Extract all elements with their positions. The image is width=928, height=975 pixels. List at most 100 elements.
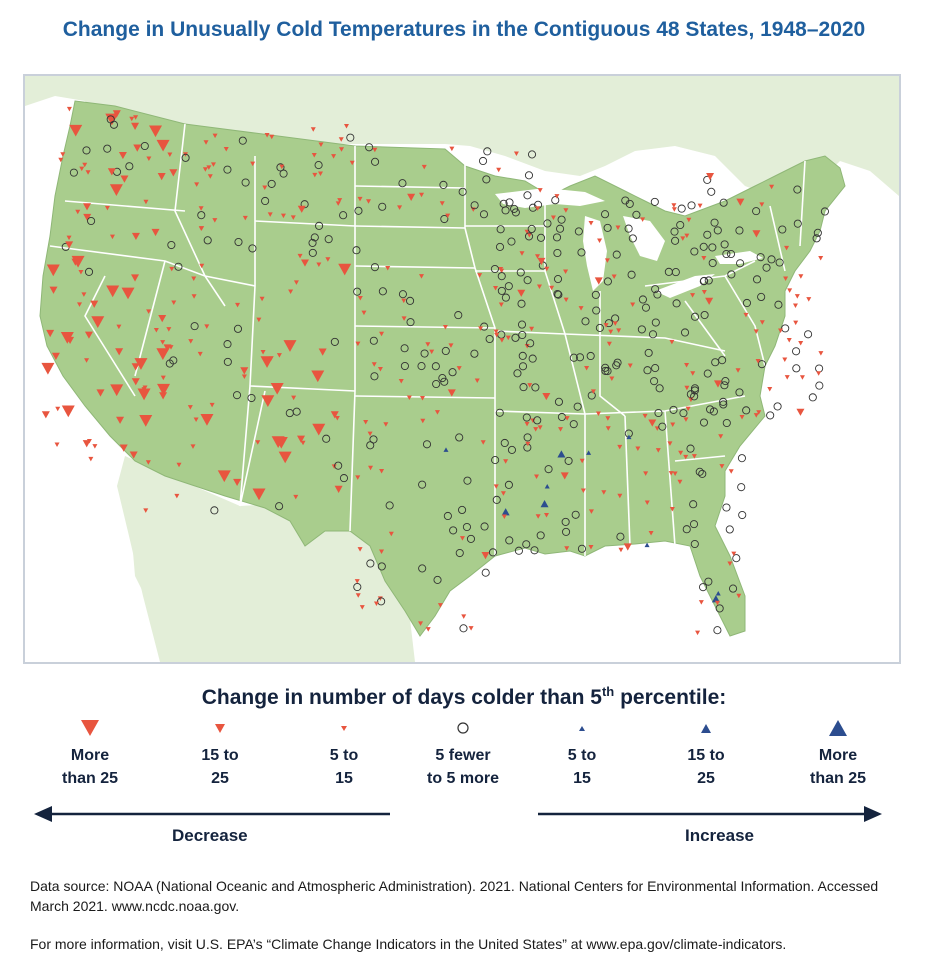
decrease-marker: [81, 292, 87, 297]
no-change-marker: [443, 511, 452, 521]
decrease-marker: [176, 462, 182, 468]
decrease-marker: [498, 302, 504, 308]
decrease-marker: [684, 362, 690, 368]
decrease-marker: [157, 383, 171, 396]
decrease-marker: [240, 367, 249, 375]
decrease-marker: [611, 274, 617, 279]
no-change-marker: [522, 540, 531, 549]
decrease-marker: [606, 341, 612, 347]
no-change-marker: [69, 168, 78, 177]
decrease-marker: [418, 274, 424, 279]
decrease-marker: [312, 423, 326, 436]
no-change-marker: [300, 200, 309, 209]
no-change-marker: [530, 546, 539, 555]
no-change-marker: [491, 456, 500, 465]
decrease-marker: [449, 146, 455, 152]
no-change-marker: [441, 346, 450, 356]
decrease-marker: [41, 362, 55, 375]
decrease-marker: [524, 421, 530, 427]
increase-marker: [626, 434, 632, 440]
decrease-marker: [109, 184, 123, 196]
decrease-marker: [131, 274, 140, 282]
decrease-marker: [113, 113, 119, 118]
decrease-marker: [200, 414, 214, 426]
decrease-marker: [357, 196, 363, 202]
decrease-marker: [533, 427, 539, 432]
no-change-marker: [418, 564, 427, 573]
no-change-marker: [536, 233, 546, 242]
decrease-marker: [331, 464, 337, 469]
decrease-marker: [526, 232, 532, 238]
no-change-marker: [737, 483, 746, 492]
no-change-marker: [439, 180, 448, 189]
no-change-marker: [276, 163, 285, 172]
decrease-marker: [383, 422, 389, 427]
no-change-marker: [518, 330, 527, 340]
no-change-marker: [84, 267, 94, 276]
decrease-marker: [317, 171, 323, 177]
data-source-note: Data source: NOAA (National Oceanic and …: [30, 878, 879, 914]
decrease-marker: [595, 411, 601, 417]
no-change-marker: [109, 120, 118, 129]
no-change-marker: [369, 336, 378, 345]
no-change-marker: [369, 435, 378, 444]
decrease-marker: [300, 440, 306, 446]
decrease-marker: [728, 469, 734, 474]
decrease-marker: [293, 280, 299, 285]
decrease-marker: [605, 426, 611, 431]
no-change-marker: [504, 282, 513, 291]
decrease-marker: [605, 416, 611, 421]
decrease-marker: [418, 621, 424, 626]
decrease-marker: [635, 446, 641, 451]
no-change-marker: [516, 268, 525, 277]
decrease-marker: [55, 406, 61, 412]
decrease-marker: [767, 387, 773, 392]
no-change-marker: [687, 201, 696, 210]
decrease-marker: [206, 165, 212, 170]
lake-ontario: [715, 251, 763, 264]
no-change-marker: [792, 364, 801, 373]
decrease-marker: [736, 593, 742, 599]
no-change-marker: [481, 568, 490, 577]
no-change-marker: [742, 406, 751, 415]
no-change-marker: [752, 207, 761, 216]
no-change-marker: [586, 351, 595, 361]
decrease-marker: [670, 422, 676, 428]
no-change-marker: [725, 525, 734, 534]
no-change-marker: [398, 179, 407, 188]
decrease-marker: [271, 436, 285, 448]
decrease-marker: [129, 451, 138, 459]
decrease-marker: [262, 185, 268, 190]
decrease-marker: [318, 142, 324, 148]
no-change-marker: [641, 303, 651, 312]
no-change-marker: [552, 233, 562, 242]
no-change-marker: [449, 526, 458, 535]
decrease-marker: [714, 600, 720, 606]
no-change-marker: [670, 227, 679, 236]
no-change-marker: [569, 420, 578, 429]
no-change-marker: [677, 204, 686, 213]
legend-item-decrease-15-to-25: 15 to 25: [160, 718, 280, 790]
decrease-marker: [534, 474, 540, 480]
decrease-marker: [169, 169, 178, 177]
decrease-marker: [755, 359, 761, 364]
no-change-marker: [140, 141, 149, 151]
no-change-marker: [553, 275, 563, 284]
no-change-marker: [704, 577, 713, 586]
decrease-marker: [601, 490, 607, 495]
decrease-marker: [684, 233, 690, 239]
decrease-marker: [784, 245, 790, 251]
decrease-marker: [563, 297, 569, 303]
no-change-marker: [774, 300, 783, 309]
decrease-marker: [191, 276, 197, 281]
triangle-up-large-icon: [829, 720, 847, 736]
mexico-landmass: [125, 456, 415, 662]
decrease-marker: [683, 417, 689, 422]
no-change-marker: [495, 408, 504, 417]
increase-marker: [711, 595, 720, 603]
decrease-marker: [83, 213, 92, 222]
no-change-marker: [420, 349, 429, 358]
decrease-marker: [544, 266, 550, 272]
no-change-marker: [632, 210, 641, 219]
decrease-marker: [401, 316, 407, 321]
